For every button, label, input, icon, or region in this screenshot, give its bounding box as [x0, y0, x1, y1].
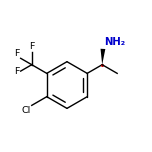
Text: F: F: [15, 49, 20, 58]
Text: F: F: [29, 42, 35, 51]
Text: NH₂: NH₂: [104, 37, 125, 47]
Text: Cl: Cl: [22, 106, 31, 115]
Text: F: F: [15, 67, 20, 76]
Polygon shape: [100, 49, 105, 65]
